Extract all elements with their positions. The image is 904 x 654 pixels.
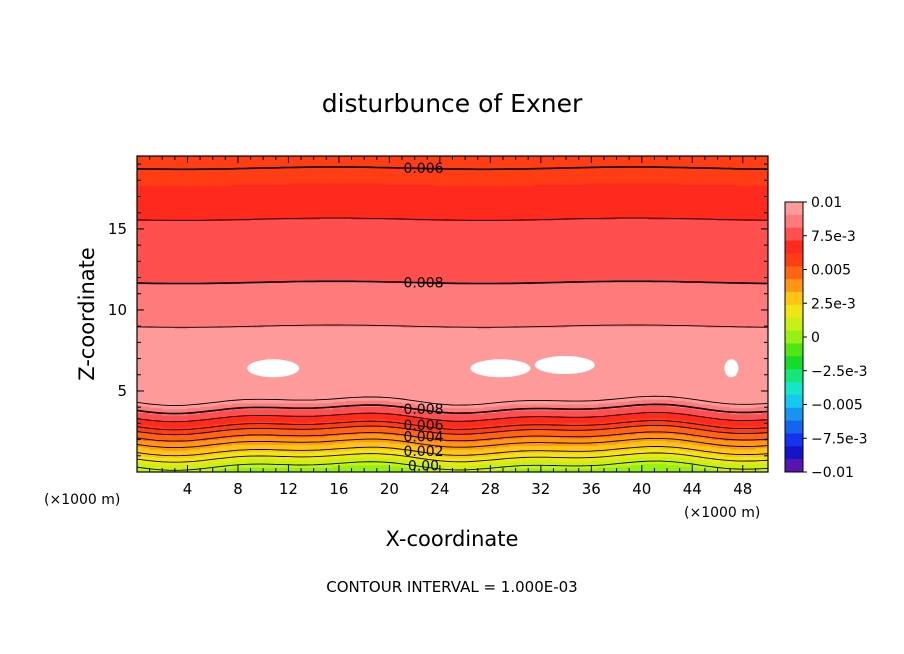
chart-title: disturbunce of Exner <box>322 89 583 118</box>
